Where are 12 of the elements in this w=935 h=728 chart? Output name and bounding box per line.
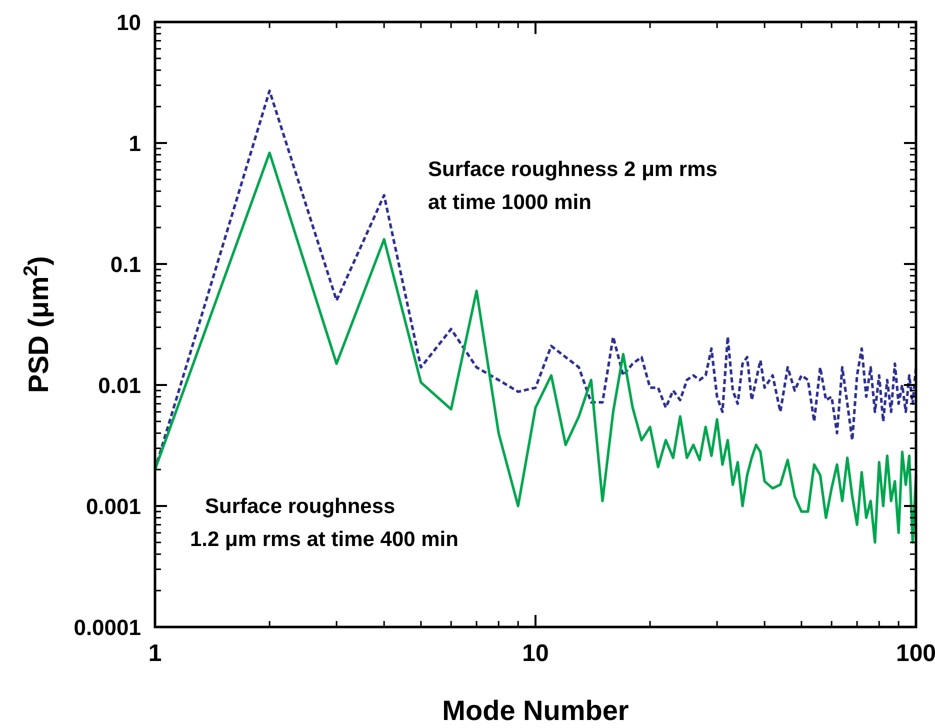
y-tick-label: 0.1: [110, 252, 141, 277]
annotation: Surface roughness 1.2 μm rms at time 400 min: [190, 495, 458, 551]
y-tick-label: 10: [116, 10, 141, 35]
y-tick-label: 0.001: [86, 494, 141, 519]
x-tick-label: 100: [896, 640, 935, 667]
y-tick-label: 0.01: [98, 373, 141, 398]
annotation: Surface roughness 2 μm rms at time 1000 min: [428, 158, 718, 214]
y-tick-label: 0.0001: [74, 615, 141, 640]
x-tick-label: 1: [148, 640, 162, 667]
x-tick-label: 10: [522, 640, 549, 667]
x-axis-title: Mode Number: [442, 695, 629, 726]
y-tick-label: 1: [128, 131, 141, 156]
